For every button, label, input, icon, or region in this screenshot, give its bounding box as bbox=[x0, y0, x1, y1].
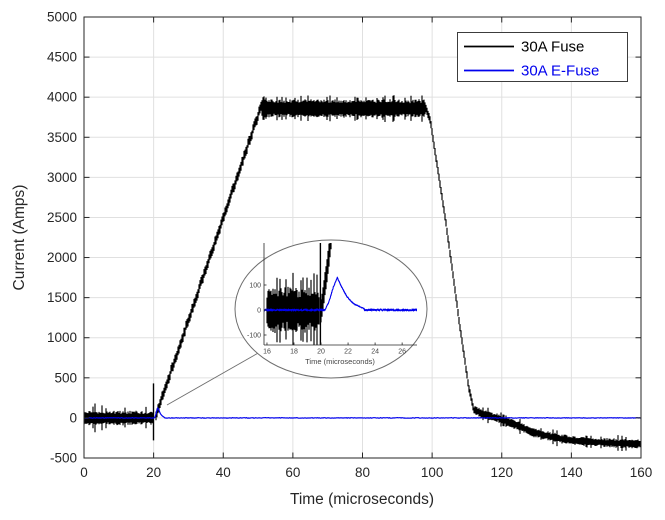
inset-annotation bbox=[166, 239, 428, 406]
inset-leader-line bbox=[166, 351, 261, 406]
y-tick-label: 5000 bbox=[47, 10, 77, 25]
y-tick-label: 2000 bbox=[47, 250, 77, 265]
y-tick-label: -500 bbox=[50, 451, 77, 466]
inset-y-tick-label: 0 bbox=[257, 308, 261, 315]
x-tick-label: 0 bbox=[80, 465, 88, 480]
legend-label-fuse: 30A Fuse bbox=[521, 39, 584, 56]
inset-data-series bbox=[264, 243, 417, 345]
x-tick-label: 20 bbox=[146, 465, 161, 480]
x-tick-label: 80 bbox=[355, 465, 370, 480]
data-series bbox=[84, 95, 641, 451]
y-tick-label: 3000 bbox=[47, 170, 77, 185]
x-tick-label: 140 bbox=[560, 465, 583, 480]
legend-box bbox=[457, 32, 628, 82]
legend-label-efuse: 30A E-Fuse bbox=[521, 63, 599, 80]
y-tick-label: 4500 bbox=[47, 50, 77, 65]
inset-axes: 16 18 20 22 24 26 100 0 -100 Time (microseconds) bbox=[247, 243, 417, 366]
inset-x-tick-label: 24 bbox=[371, 349, 379, 356]
inset-tick-labels: 16 18 20 22 24 26 100 0 -100 bbox=[247, 283, 406, 356]
trace-noise-band bbox=[320, 243, 332, 323]
y-tick-label: 2500 bbox=[47, 210, 77, 225]
inset-y-tick-label: -100 bbox=[247, 333, 261, 340]
y-tick-label: 4000 bbox=[47, 90, 77, 105]
x-tick-label: 100 bbox=[421, 465, 444, 480]
trace-noise-band bbox=[425, 104, 474, 411]
y-tick-label: 1500 bbox=[47, 290, 77, 305]
inset-axis-frame bbox=[263, 243, 417, 346]
inset-ellipse bbox=[234, 239, 428, 379]
x-tick-label: 120 bbox=[490, 465, 513, 480]
y-tick-label: 0 bbox=[69, 410, 77, 425]
inset-x-axis-label: Time (microseconds) bbox=[305, 357, 375, 366]
efuse-trace bbox=[264, 276, 417, 312]
trace-noise-band bbox=[473, 406, 641, 451]
inset-x-tick-label: 16 bbox=[263, 349, 271, 356]
y-tick-label: 500 bbox=[54, 370, 77, 385]
y-tick-labels: -500 0 500 1000 1500 2000 2500 3000 3500 4000 4500… bbox=[47, 10, 77, 466]
trace-noise-band bbox=[261, 95, 426, 122]
legend: 30A Fuse 30A E-Fuse bbox=[457, 32, 628, 82]
x-axis-label: Time (microseconds) bbox=[290, 491, 434, 508]
inset-y-tick-label: 100 bbox=[249, 283, 261, 290]
inset-x-tick-label: 26 bbox=[398, 349, 406, 356]
inset-x-tick-label: 20 bbox=[317, 349, 325, 356]
y-tick-label: 1000 bbox=[47, 330, 77, 345]
efuse-trace bbox=[84, 407, 641, 419]
axis-ticks bbox=[83, 16, 642, 459]
y-axis-label: Current (Amps) bbox=[11, 185, 28, 291]
x-tick-label: 40 bbox=[216, 465, 231, 480]
inset-x-tick-label: 18 bbox=[290, 349, 298, 356]
y-tick-label: 3500 bbox=[47, 130, 77, 145]
x-tick-labels: 0 20 40 60 80 100 120 140 160 bbox=[80, 465, 652, 480]
inset-x-tick-label: 22 bbox=[344, 349, 352, 356]
x-tick-label: 160 bbox=[630, 465, 653, 480]
x-tick-label: 60 bbox=[285, 465, 300, 480]
